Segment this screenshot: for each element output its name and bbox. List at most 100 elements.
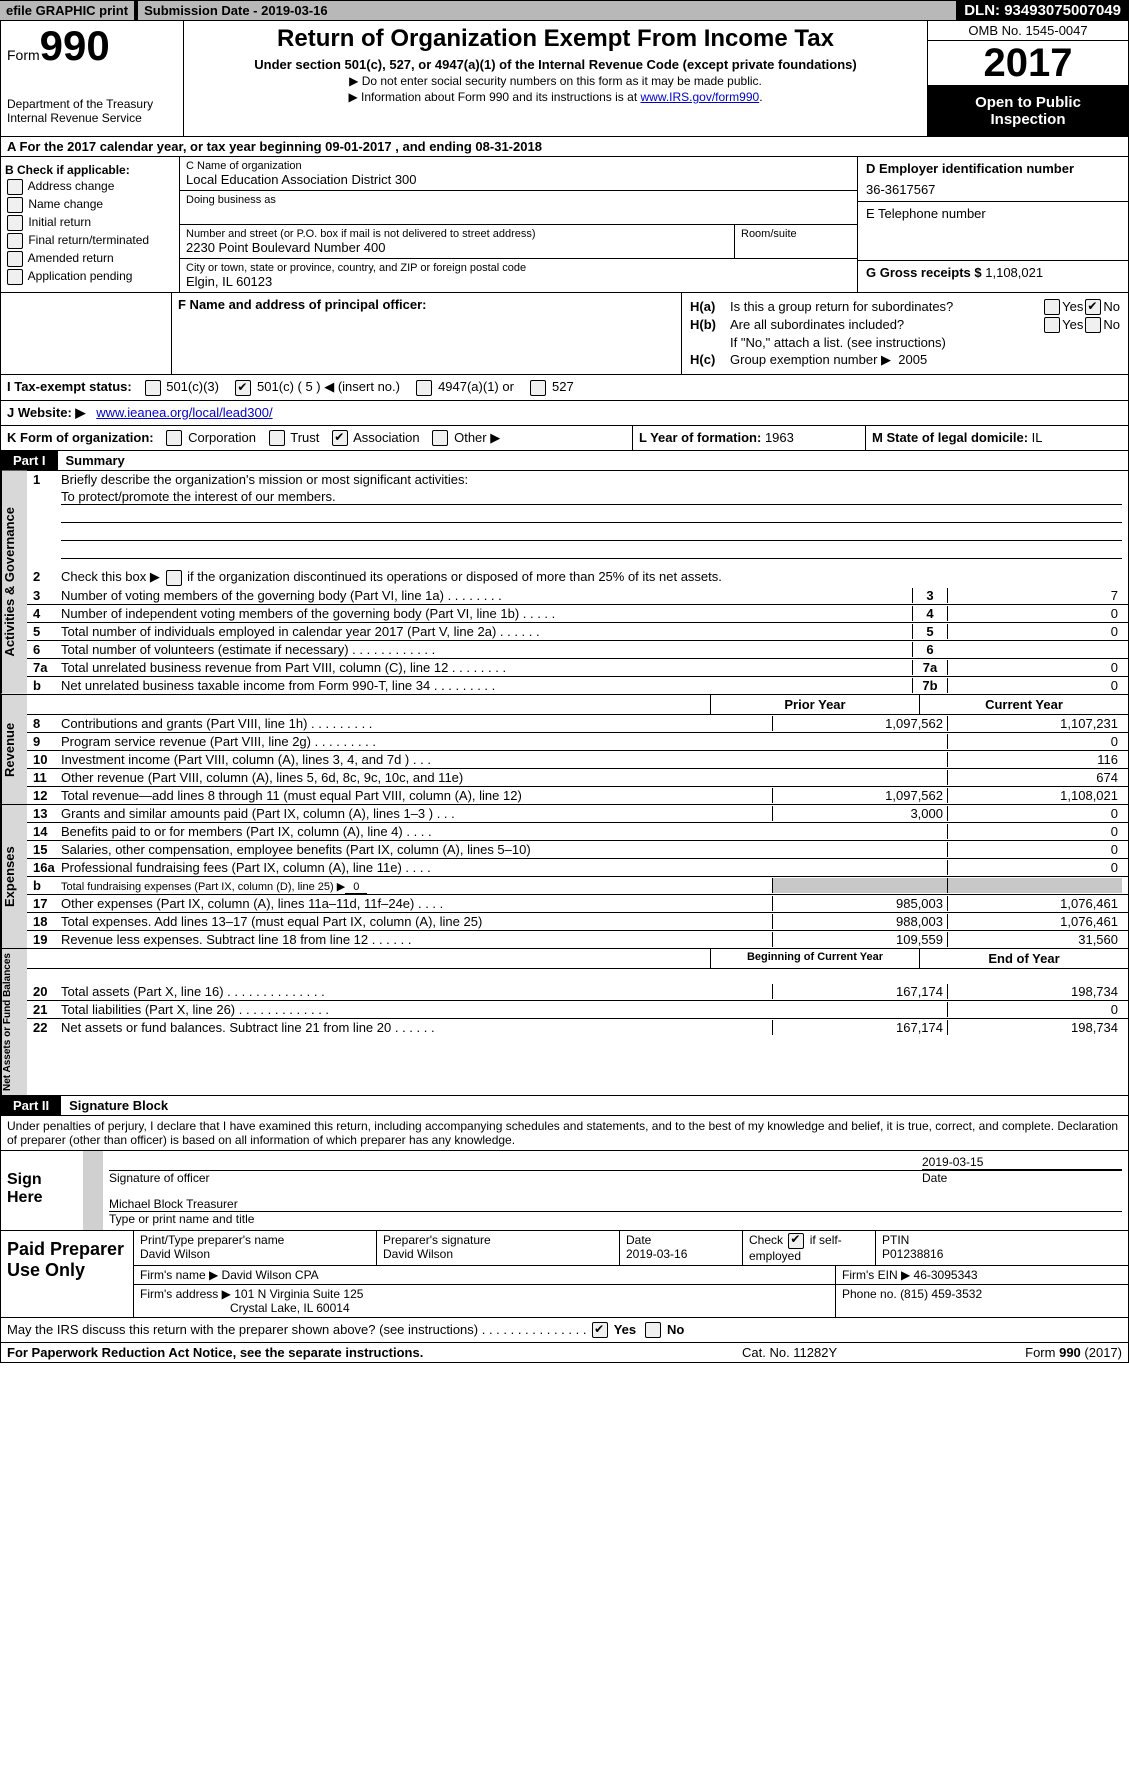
opt-address-change: Address change — [28, 179, 115, 193]
ha-yes: Yes — [1062, 299, 1083, 315]
501c3-checkbox[interactable] — [145, 380, 161, 396]
l16b-text: Total fundraising expenses (Part IX, col… — [61, 881, 345, 893]
note1: ▶ Do not enter social security numbers o… — [188, 74, 923, 88]
prep-name-label: Print/Type preparer's name — [140, 1233, 370, 1247]
hb-no-checkbox[interactable] — [1085, 317, 1101, 333]
org-name-cell: C Name of organization Local Education A… — [180, 157, 857, 191]
501c-checkbox[interactable] — [235, 380, 251, 396]
hb-yes-checkbox[interactable] — [1044, 317, 1060, 333]
l7b-text: Net unrelated business taxable income fr… — [61, 678, 912, 693]
l4-num: 4 — [33, 606, 61, 621]
l6-text: Total number of volunteers (estimate if … — [61, 642, 912, 657]
row-k-orgform: K Form of organization: Corporation Trus… — [0, 426, 1129, 452]
discuss-no: No — [667, 1322, 684, 1337]
firm-addr1: 101 N Virginia Suite 125 — [234, 1287, 363, 1301]
group-return-cell: H(a) Is this a group return for subordin… — [682, 293, 1128, 374]
part2-title: Signature Block — [61, 1098, 168, 1113]
rowA-start: 09-01-2017 — [325, 139, 392, 154]
l21-curr: 0 — [947, 1002, 1122, 1017]
application-pending-checkbox[interactable] — [7, 269, 23, 285]
l18-num: 18 — [33, 914, 61, 929]
l7b-num: b — [33, 678, 61, 693]
opt-4947: 4947(a)(1) or — [438, 379, 514, 394]
sig-officer-label: Signature of officer — [109, 1171, 922, 1185]
dln-value: 93493075007049 — [1004, 2, 1121, 19]
final-return-checkbox[interactable] — [7, 233, 23, 249]
l5-text: Total number of individuals employed in … — [61, 624, 912, 639]
revenue-section: Revenue Prior Year Current Year 8Contrib… — [0, 695, 1129, 805]
officer-name-label: Type or print name and title — [109, 1212, 1122, 1226]
l22-curr: 198,734 — [947, 1020, 1122, 1035]
l16a-curr: 0 — [947, 860, 1122, 875]
sign-here-section: Sign Here 2019-03-15 Signature of office… — [0, 1151, 1129, 1231]
l1-num: 1 — [33, 472, 61, 487]
dept-line2: Internal Revenue Service — [7, 111, 177, 125]
rowK-left: K Form of organization: Corporation Trus… — [1, 426, 632, 451]
hb-label: H(b) — [690, 317, 730, 333]
row-a-taxyear: A For the 2017 calendar year, or tax yea… — [0, 137, 1129, 157]
l14-num: 14 — [33, 824, 61, 839]
l16a-num: 16a — [33, 860, 61, 875]
trust-checkbox[interactable] — [269, 430, 285, 446]
netassets-section: Net Assets or Fund Balances Beginning of… — [0, 949, 1129, 1096]
initial-return-checkbox[interactable] — [7, 215, 23, 231]
prior-year-header: Prior Year — [710, 695, 919, 714]
amended-return-checkbox[interactable] — [7, 251, 23, 267]
l12-num: 12 — [33, 788, 61, 803]
website-link[interactable]: www.ieanea.org/local/lead300/ — [96, 405, 272, 420]
l8-num: 8 — [33, 716, 61, 731]
l6-box: 6 — [912, 642, 947, 657]
l2-num: 2 — [33, 569, 61, 584]
form-subtitle: Under section 501(c), 527, or 4947(a)(1)… — [188, 57, 923, 72]
opt-527: 527 — [552, 379, 574, 394]
discuss-no-checkbox[interactable] — [645, 1322, 661, 1338]
discontinued-checkbox[interactable] — [166, 570, 182, 586]
prep-sig-label: Preparer's signature — [383, 1233, 613, 1247]
tel-cell: E Telephone number — [858, 202, 1128, 261]
ha-yes-checkbox[interactable] — [1044, 299, 1060, 315]
address-change-checkbox[interactable] — [7, 179, 23, 195]
gross-label: G Gross receipts $ — [866, 265, 982, 280]
prep-row3: Firm's address ▶ 101 N Virginia Suite 12… — [133, 1285, 1128, 1317]
room-label: Room/suite — [741, 228, 851, 240]
l18-curr: 1,076,461 — [947, 914, 1122, 929]
l19-num: 19 — [33, 932, 61, 947]
irs-link[interactable]: www.IRS.gov/form990 — [640, 90, 759, 104]
l13-curr: 0 — [947, 806, 1122, 821]
firm-name-label: Firm's name ▶ — [140, 1268, 218, 1282]
l7a-val: 0 — [947, 660, 1122, 675]
expenses-section: Expenses 13Grants and similar amounts pa… — [0, 805, 1129, 949]
527-checkbox[interactable] — [530, 380, 546, 396]
l16b-grey2 — [947, 878, 1122, 893]
4947-checkbox[interactable] — [416, 380, 432, 396]
sign-arrow-icon — [83, 1151, 103, 1230]
other-checkbox[interactable] — [432, 430, 448, 446]
l1-text: Briefly describe the organization's miss… — [61, 472, 1122, 487]
rowK-label: K Form of organization: — [7, 430, 154, 445]
department: Department of the Treasury Internal Reve… — [7, 97, 177, 125]
dln-label: DLN: — [964, 2, 1000, 19]
discuss-yes-checkbox[interactable] — [592, 1322, 608, 1338]
l13-num: 13 — [33, 806, 61, 821]
opt-501c3: 501(c)(3) — [166, 379, 219, 394]
state-domicile: M State of legal domicile: IL — [865, 426, 1128, 451]
l17-num: 17 — [33, 896, 61, 911]
l8-prior: 1,097,562 — [772, 716, 947, 731]
org-name: Local Education Association District 300 — [186, 172, 851, 187]
l8-text: Contributions and grants (Part VIII, lin… — [61, 716, 772, 731]
l19-text: Revenue less expenses. Subtract line 18 … — [61, 932, 772, 947]
ha-label: H(a) — [690, 299, 730, 315]
rowI-label: I Tax-exempt status: — [7, 379, 132, 394]
governance-section: Activities & Governance 1Briefly describ… — [0, 471, 1129, 695]
open-inspection: Open to Public Inspection — [928, 86, 1128, 136]
main-info: B Check if applicable: Address change Na… — [0, 157, 1129, 293]
self-employed-checkbox[interactable] — [788, 1233, 804, 1249]
corp-checkbox[interactable] — [166, 430, 182, 446]
l5-val: 0 — [947, 624, 1122, 639]
ha-no-checkbox[interactable] — [1085, 299, 1101, 315]
rowA-pre: A For the 2017 calendar year, or tax yea… — [7, 139, 325, 154]
assoc-checkbox[interactable] — [332, 430, 348, 446]
name-change-checkbox[interactable] — [7, 197, 23, 213]
perjury-text: Under penalties of perjury, I declare th… — [0, 1116, 1129, 1151]
header-left: Form990 Department of the Treasury Inter… — [1, 21, 184, 136]
